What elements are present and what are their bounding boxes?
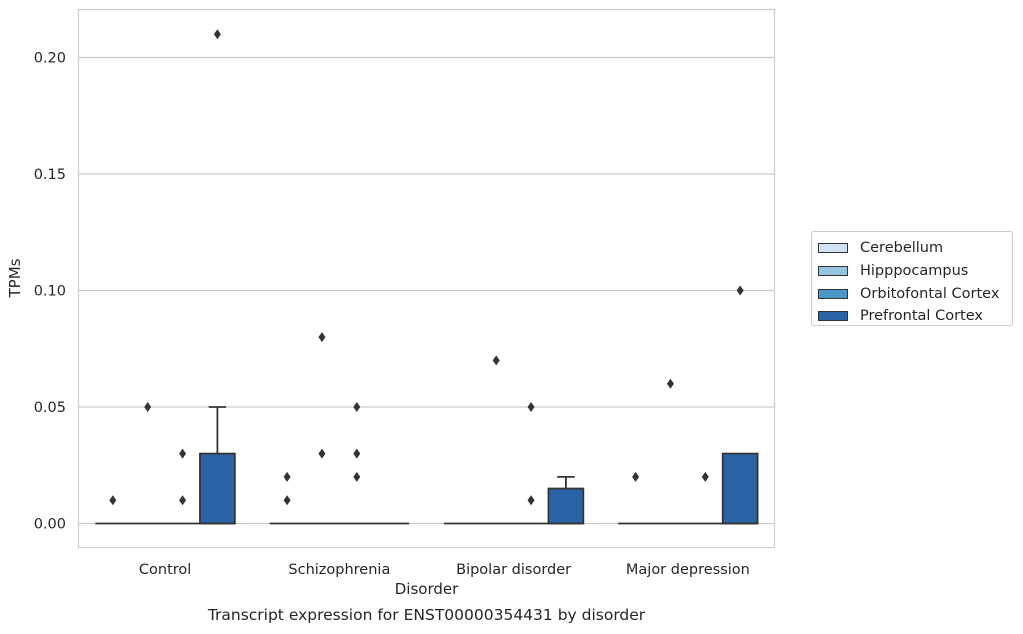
outlier-point <box>213 29 221 40</box>
x-tick-label-3: Major depression <box>626 562 750 578</box>
legend-swatch-orbitofrontal <box>818 288 848 299</box>
x-axis-label: Disorder <box>394 580 459 598</box>
legend-item-cerebellum: Cerebellum <box>818 237 1012 260</box>
legend-item-orbitofrontal: Orbitofontal Cortex <box>818 282 1012 305</box>
outlier-point <box>492 355 500 366</box>
box-body <box>547 487 585 525</box>
box-0-3 <box>618 471 654 525</box>
outlier-point <box>701 471 709 482</box>
box-1-0 <box>130 402 166 525</box>
y-tick-label-0: 0.00 <box>34 517 66 533</box>
outlier-point <box>527 402 535 412</box>
chart-caption: Transcript expression for ENST0000035443… <box>207 606 646 624</box>
box-body <box>199 452 236 525</box>
legend-swatch-prefrontal <box>818 311 848 322</box>
x-tick-label-1: Schizophrenia <box>288 562 390 578</box>
y-tick-label-2: 0.10 <box>34 284 66 300</box>
box-1-2 <box>478 355 514 525</box>
x-tick-label-0: Control <box>139 562 191 578</box>
y-tick-labels: 0.00 0.05 0.10 0.15 0.20 <box>34 51 66 533</box>
outlier-point <box>736 285 744 296</box>
plot-frame <box>77 8 776 549</box>
y-tick-label-1: 0.05 <box>34 400 66 416</box>
outlier-point <box>353 402 361 412</box>
box-2-2 <box>513 402 549 525</box>
y-axis-label: TPMs <box>6 258 24 298</box>
outlier-point <box>666 378 674 389</box>
outlier-point <box>179 495 187 506</box>
box-0-1 <box>269 471 305 525</box>
outlier-point <box>283 495 291 506</box>
box-3-3 <box>721 285 759 525</box>
outlier-point <box>318 448 326 459</box>
box-3-2 <box>547 475 585 525</box>
legend-item-prefrontal: Prefrontal Cortex <box>818 305 1012 328</box>
box-0-0 <box>95 495 131 525</box>
box-2-1 <box>339 402 375 525</box>
x-tick-label-2: Bipolar disorder <box>456 562 571 578</box>
legend-swatch-cerebellum <box>818 243 848 254</box>
y-tick-label-4: 0.20 <box>34 51 66 67</box>
legend-label-prefrontal: Prefrontal Cortex <box>860 308 983 325</box>
outlier-point <box>144 402 152 412</box>
y-tick-label-3: 0.15 <box>34 167 66 183</box>
outlier-point <box>109 495 117 506</box>
legend-swatch-hippocampus <box>818 266 848 277</box>
outlier-point <box>353 471 361 482</box>
box-2-0 <box>165 448 200 525</box>
box-2-3 <box>687 471 723 525</box>
legend: Cerebellum Hipppocampus Orbitofontal Cor… <box>811 231 1013 326</box>
box-1-3 <box>653 378 688 525</box>
outlier-point <box>318 332 326 343</box>
outlier-point <box>353 448 361 459</box>
box-marks <box>95 29 759 525</box>
outlier-point <box>179 448 187 459</box>
legend-item-hippocampus: Hipppocampus <box>818 260 1012 283</box>
outlier-point <box>632 471 640 482</box>
box-body <box>721 452 759 525</box>
box-3-0 <box>199 29 236 525</box>
legend-label-orbitofrontal: Orbitofontal Cortex <box>860 285 1000 302</box>
legend-label-hippocampus: Hipppocampus <box>860 263 969 280</box>
outlier-point <box>283 471 291 482</box>
x-tick-labels: Control Schizophrenia Bipolar disorder Majo… <box>139 562 750 578</box>
box-1-1 <box>304 332 340 525</box>
outlier-point <box>527 495 535 506</box>
legend-label-cerebellum: Cerebellum <box>860 240 944 257</box>
